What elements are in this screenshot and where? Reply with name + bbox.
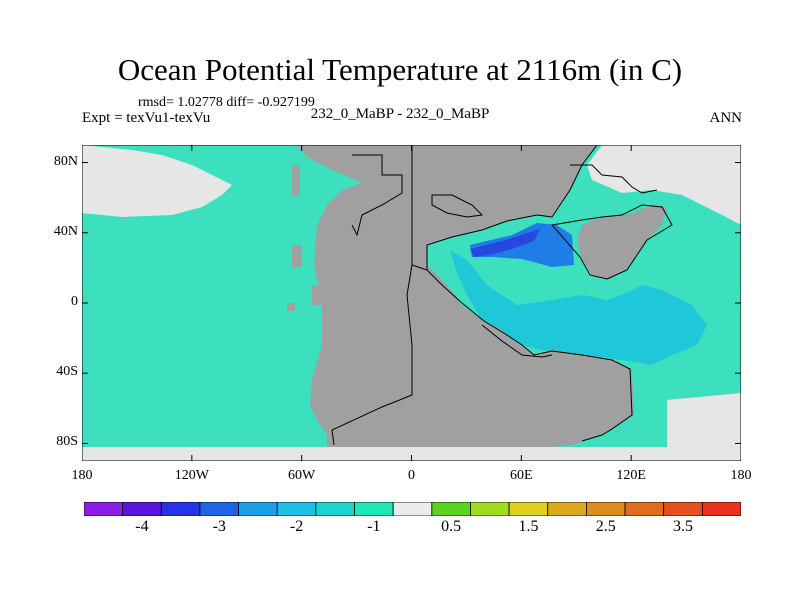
near-zero-region-ne (587, 145, 741, 225)
colorbar-label: 2.5 (595, 518, 616, 535)
lon-tick-label: 0 (408, 468, 415, 483)
colorbar-label: 3.5 (673, 518, 694, 535)
lat-tick-label: 80N (53, 153, 78, 169)
land-island-2 (292, 245, 302, 267)
colorbar-swatch (354, 502, 394, 516)
coastline-outline-north (351, 154, 673, 280)
land-island-1 (292, 165, 300, 195)
land-island-4 (287, 303, 295, 311)
lon-tick-label: 120E (616, 468, 646, 483)
colorbar-swatch (508, 502, 549, 516)
coastline-outline-main (331, 145, 633, 446)
colorbar-swatch (238, 502, 278, 516)
lon-tick-label: 60E (510, 468, 533, 483)
colorbar-swatch (663, 502, 703, 516)
near-zero-region-se (667, 393, 741, 447)
colorbar-label: -1 (367, 518, 381, 535)
colorbar-swatch (470, 502, 510, 516)
land-mass-main (297, 145, 634, 447)
land-island-5 (292, 190, 298, 196)
lon-tick-label: 180 (71, 468, 93, 483)
lon-tick-marks (82, 145, 741, 461)
colorbar-swatch (276, 502, 317, 516)
land-mass-east (577, 205, 667, 280)
case-label: 232_0_MaBP - 232_0_MaBP (310, 106, 490, 122)
colorbar (84, 502, 741, 516)
experiment-label: Expt = texVu1-texVu (82, 110, 211, 126)
coastline-outline-asia-inner (481, 164, 658, 358)
colorbar-swatch (586, 502, 626, 516)
colorbar-swatch (431, 502, 471, 516)
colorbar-swatch (701, 502, 741, 516)
colorbar-label: -4 (135, 518, 149, 535)
lon-tick-label: 180 (730, 468, 752, 483)
dark-blue-anomaly-region (470, 229, 540, 257)
colorbar-label: -3 (212, 518, 226, 535)
colorbar-swatch (199, 502, 239, 516)
lat-tick-label: 80S (56, 434, 78, 450)
colorbar-swatch (547, 502, 587, 516)
colorbar-swatch (315, 502, 355, 516)
colorbar-swatch (392, 502, 433, 516)
colorbar-label: -2 (289, 518, 304, 535)
near-zero-region-south (82, 447, 741, 461)
lon-tick-label: 120W (174, 468, 209, 483)
lat-tick-marks (82, 162, 741, 444)
colorbar-swatch (160, 502, 201, 516)
lon-tick-label: 60W (288, 468, 316, 483)
colorbar-label: 0.5 (441, 518, 462, 535)
season-label: ANN (709, 110, 743, 126)
lat-tick-label: 40N (53, 223, 78, 239)
colorbar-label: 1.5 (518, 518, 539, 535)
colorbar-swatch (122, 502, 162, 516)
stats-line: rmsd= 1.02778 diff= -0.927199 (138, 95, 315, 110)
plot-title: Ocean Potential Temperature at 2116m (in… (117, 52, 683, 87)
cyan-anomaly-region (450, 250, 707, 365)
colorbar-swatch (624, 502, 665, 516)
land-island-3 (312, 285, 322, 305)
lat-tick-label: 0 (71, 294, 78, 309)
map-plot (82, 145, 741, 461)
lat-tick-label: 40S (56, 364, 78, 380)
near-zero-region-nw (82, 145, 232, 217)
colorbar-swatch (84, 502, 124, 516)
